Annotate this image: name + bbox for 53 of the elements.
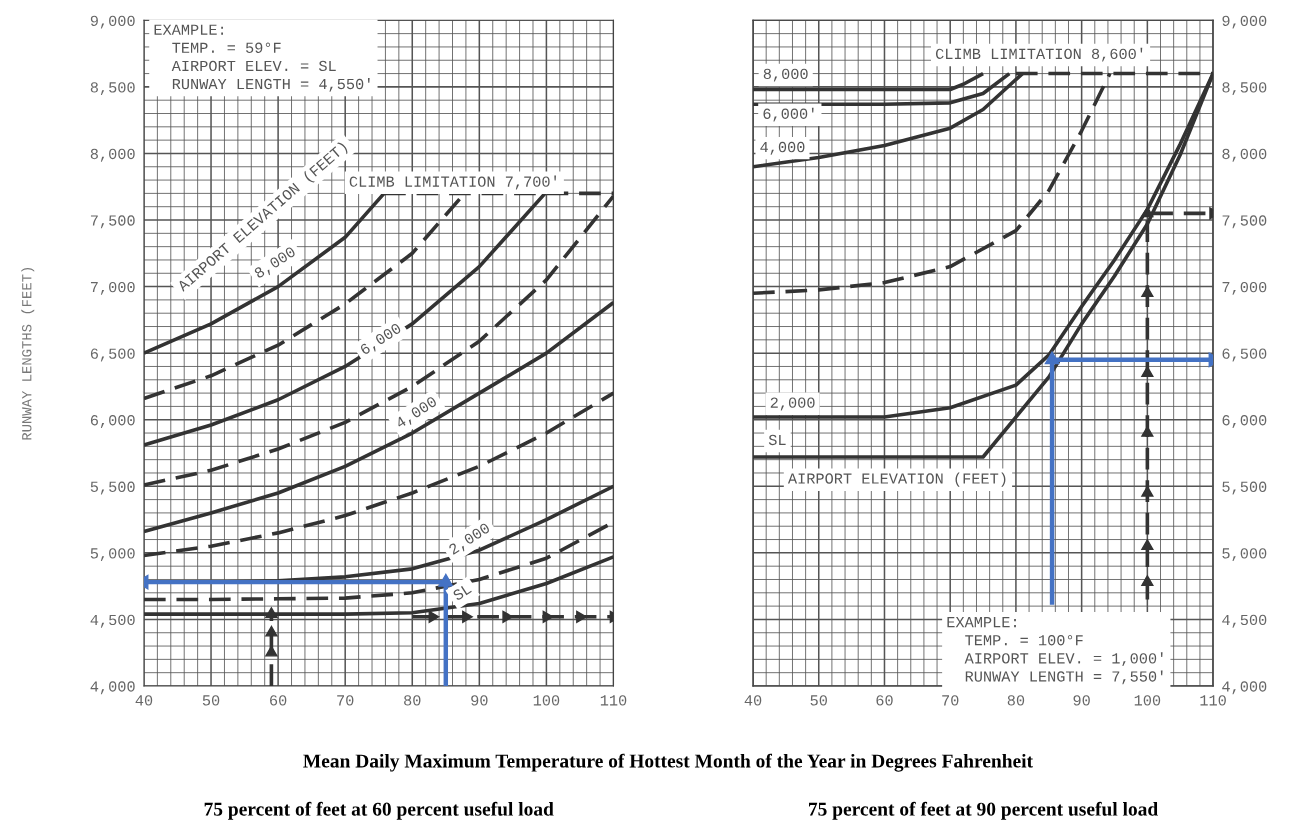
y2-tick-label: 4,500 — [1222, 614, 1267, 628]
y2-tick-label: 5,000 — [1222, 548, 1267, 562]
x-tick-label: 110 — [600, 695, 627, 706]
y-tick-label: 8,000 — [90, 148, 135, 162]
y2-tick-label: 8,500 — [1222, 82, 1267, 96]
annotation: CLIMB LIMITATION 7,700' — [349, 175, 556, 190]
y2-tick-label: 5,500 — [1222, 481, 1267, 495]
x-tick-label: 50 — [202, 695, 220, 706]
x-tick-label: 100 — [533, 695, 560, 706]
annotation: CLIMB LIMITATION 8,600' — [935, 47, 1143, 62]
annotation: 8,000 — [763, 68, 808, 82]
x-tick-label: 90 — [1073, 695, 1090, 706]
y2-tick-label: 9,000 — [1222, 15, 1267, 29]
x-tick-label: 40 — [135, 695, 153, 706]
y-tick-label: 9,000 — [90, 15, 135, 29]
annotation: 6,000' — [763, 107, 814, 122]
x-tick-label: 70 — [942, 695, 959, 706]
y2-tick-label: 4,000 — [1222, 681, 1267, 695]
annotation: 4,000 — [760, 141, 805, 155]
y-tick-label: 4,500 — [90, 614, 135, 628]
annotation: 2,000 — [770, 397, 815, 411]
x-tick-label: 80 — [404, 695, 421, 706]
y-tick-label: 8,500 — [90, 82, 135, 96]
text: 75 percent of feet at 60 percent useful load — [204, 801, 554, 820]
y-tick-label: 5,000 — [90, 548, 135, 562]
y-tick-label: 7,000 — [90, 281, 135, 295]
annotation: SL — [452, 583, 472, 601]
annotation: AIRPORT ELEVATION (FEET) — [787, 472, 1006, 487]
x-axis-title: Mean Daily Maximum Temperature of Hottest Month of the Year in Degrees Fahrenheit — [303, 753, 1033, 772]
y2-tick-label: 7,000 — [1222, 281, 1267, 295]
annotation: SL — [768, 434, 786, 446]
x-tick-label: 60 — [270, 695, 287, 706]
x-tick-label: 60 — [876, 695, 893, 706]
text: 75 percent of feet at 90 percent useful load — [809, 801, 1158, 820]
x-tick-label: 70 — [337, 695, 354, 706]
annotation: EXAMPLE: TEMP. = 59°F AIRPORT ELEV. = SL RUNWAY LENGTH = 4,550' — [154, 24, 370, 92]
y-axis-title: RUNWAY LENGTHS (FEET) — [21, 267, 35, 440]
x-tick-label: 50 — [810, 695, 827, 706]
x-tick-label: 100 — [1134, 695, 1161, 706]
x-tick-label: 40 — [744, 695, 762, 706]
y-tick-label: 4,000 — [90, 681, 135, 695]
y-tick-label: 6,500 — [90, 348, 135, 362]
y-tick-label: 5,500 — [90, 481, 135, 495]
y2-tick-label: 8,000 — [1222, 148, 1267, 162]
x-tick-label: 80 — [1007, 695, 1025, 706]
annotation: EXAMPLE: TEMP. = 100°F AIRPORT ELEV. = 1,000' RUNWAY LENGTH = 7,550' — [947, 617, 1163, 685]
x-tick-label: 90 — [471, 695, 488, 706]
y-tick-label: 6,000 — [90, 415, 135, 428]
y-tick-label: 7,500 — [90, 215, 135, 229]
y2-tick-label: 6,500 — [1222, 348, 1267, 362]
y2-tick-label: 6,000 — [1222, 415, 1267, 428]
x-tick-label: 110 — [1200, 695, 1226, 706]
y2-tick-label: 7,500 — [1222, 215, 1267, 229]
